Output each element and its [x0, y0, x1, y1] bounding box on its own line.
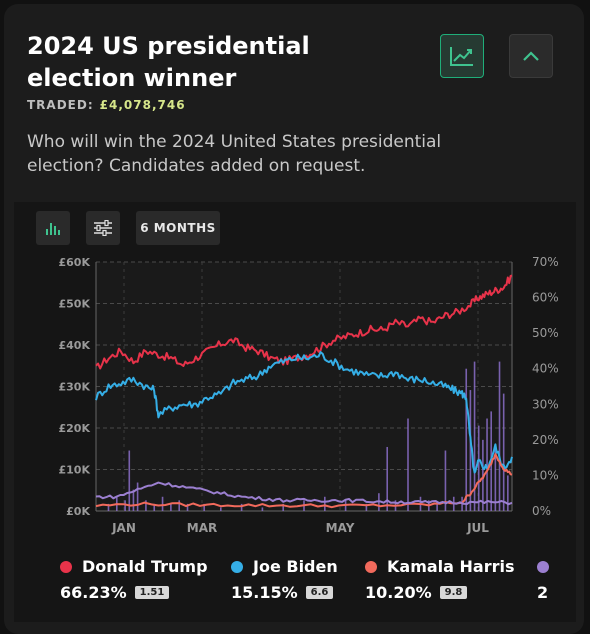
legend-color-dot	[231, 560, 243, 573]
right-tick-label: 30%	[532, 397, 559, 411]
right-tick-label: 10%	[532, 468, 559, 482]
traded-info: TRADED: £4,078,746	[27, 98, 186, 112]
x-tick-label: MAR	[187, 521, 217, 535]
volume-bar	[465, 368, 468, 511]
volume-bar	[498, 361, 501, 511]
legend-item[interactable]: Donald Trump 66.23% 1.51	[60, 556, 208, 602]
volume-bar	[365, 503, 368, 511]
volume-bar	[282, 503, 284, 511]
bar-chart-button[interactable]	[36, 211, 70, 245]
legend-item[interactable]: 2	[537, 556, 559, 602]
right-tick-label: 0%	[532, 504, 551, 518]
collapse-button[interactable]	[509, 34, 553, 78]
volume-bar	[482, 439, 484, 511]
legend-percent: 2	[537, 583, 549, 602]
right-tick-label: 40%	[532, 362, 559, 376]
volume-bar	[186, 503, 189, 511]
legend-name: Donald Trump	[82, 557, 208, 576]
volume-bar	[203, 503, 205, 511]
market-title: 2024 US presidential election winner	[27, 32, 310, 92]
volume-bar	[178, 500, 180, 511]
volume-bar	[153, 503, 156, 511]
volume-bar	[132, 489, 135, 511]
volume-bar	[502, 393, 505, 511]
trend-chart-icon	[450, 47, 473, 66]
series-line-0	[95, 274, 513, 370]
legend-odds: 9.8	[439, 586, 468, 599]
time-range-button[interactable]: 6 MONTHS	[136, 211, 220, 245]
left-tick-label: £50K	[59, 298, 91, 311]
volume-bar	[473, 361, 476, 511]
volume-bar	[324, 496, 326, 511]
legend-odds: 1.51	[134, 586, 170, 599]
chart-legend: Donald Trump 66.23% 1.51 Joe Biden 15.15% 6.6…	[0, 556, 590, 606]
chart-toggle-button[interactable]	[440, 34, 484, 78]
filter-settings-button[interactable]	[86, 211, 120, 245]
volume-bar	[386, 446, 388, 511]
legend-percent: 10.20%	[365, 583, 432, 602]
volume-bar	[107, 503, 110, 511]
volume-bar	[128, 450, 131, 511]
volume-bar	[161, 496, 164, 511]
legend-color-dot	[365, 560, 377, 573]
right-tick-label: 50%	[532, 326, 559, 340]
chevron-up-icon	[523, 51, 539, 61]
volume-bar	[170, 503, 172, 511]
volume-bar	[240, 503, 243, 511]
volume-bar	[486, 418, 488, 511]
market-description: Who will win the 2024 United States pres…	[27, 132, 442, 176]
volume-bar	[124, 500, 126, 511]
volume-bar	[494, 446, 497, 511]
left-tick-label: £20K	[59, 422, 91, 435]
volume-bar	[444, 450, 447, 511]
legend-item[interactable]: Kamala Harris 10.20% 9.8	[365, 556, 515, 602]
legend-odds: 6.6	[305, 586, 334, 599]
right-tick-label: 70%	[532, 255, 559, 269]
legend-percent: 15.15%	[231, 583, 298, 602]
left-tick-label: £30K	[59, 381, 91, 394]
volume-bar	[261, 507, 264, 511]
volume-bar	[145, 500, 147, 511]
x-tick-label: JAN	[111, 521, 136, 535]
legend-name: Joe Biden	[253, 557, 338, 576]
series-line-3	[95, 481, 513, 506]
right-tick-label: 60%	[532, 291, 559, 305]
volume-bar	[136, 482, 139, 511]
legend-name: Kamala Harris	[387, 557, 515, 576]
traded-value: £4,078,746	[99, 98, 186, 112]
volume-bar	[477, 425, 480, 511]
legend-item[interactable]: Joe Biden 15.15% 6.6	[231, 556, 338, 602]
x-tick-label: MAY	[326, 521, 355, 535]
series-line-1	[95, 351, 513, 474]
left-tick-label: £0K	[66, 505, 90, 518]
left-tick-label: £60K	[59, 256, 91, 269]
volume-bar	[407, 418, 409, 511]
volume-bar	[436, 503, 438, 511]
left-tick-label: £10K	[59, 464, 91, 477]
left-tick-label: £40K	[59, 339, 91, 352]
right-tick-label: 20%	[532, 433, 559, 447]
sliders-icon	[94, 220, 112, 236]
legend-color-dot	[60, 560, 72, 573]
bar-chart-icon	[46, 223, 60, 235]
traded-label: TRADED:	[27, 98, 94, 112]
legend-percent: 66.23%	[60, 583, 127, 602]
legend-color-dot	[537, 560, 549, 573]
volume-bar	[469, 390, 472, 511]
volume-bar	[507, 475, 509, 511]
x-tick-label: JUL	[466, 521, 489, 535]
volume-bar	[220, 507, 222, 511]
